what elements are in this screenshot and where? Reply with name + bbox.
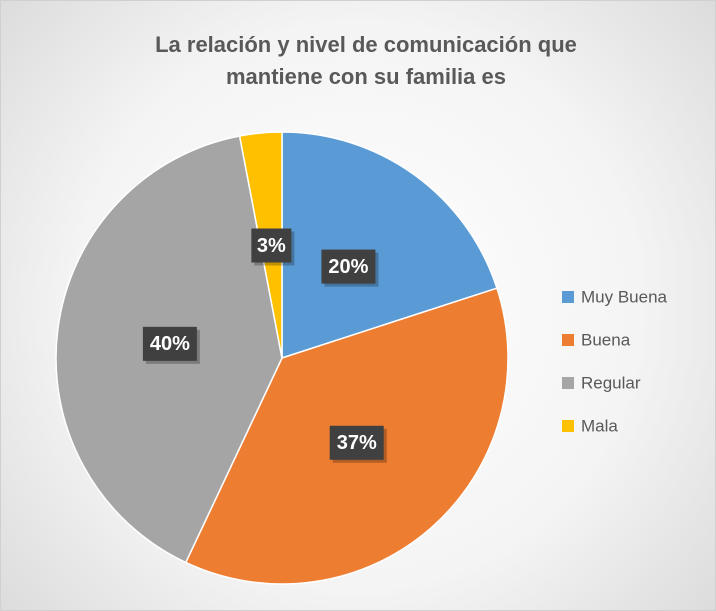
- data-label: 3%: [257, 235, 286, 257]
- data-label: 40%: [150, 333, 190, 355]
- data-label: 20%: [328, 256, 368, 278]
- legend-label: Mala: [581, 416, 618, 435]
- legend-swatch: [562, 377, 574, 389]
- legend-label: Muy Buena: [581, 287, 668, 306]
- data-label: 37%: [337, 432, 377, 454]
- label-box: [329, 425, 384, 460]
- pie-slice: [281, 131, 498, 360]
- legend-swatch: [562, 291, 574, 303]
- legend-swatch: [562, 420, 574, 432]
- label-box: [321, 249, 376, 284]
- chart-title: La relación y nivel de comunicación que …: [155, 32, 577, 89]
- label-box: [142, 326, 197, 361]
- legend-swatch: [562, 334, 574, 346]
- legend-label: Buena: [581, 330, 631, 349]
- label-box: [251, 228, 292, 263]
- legend-label: Regular: [581, 373, 641, 392]
